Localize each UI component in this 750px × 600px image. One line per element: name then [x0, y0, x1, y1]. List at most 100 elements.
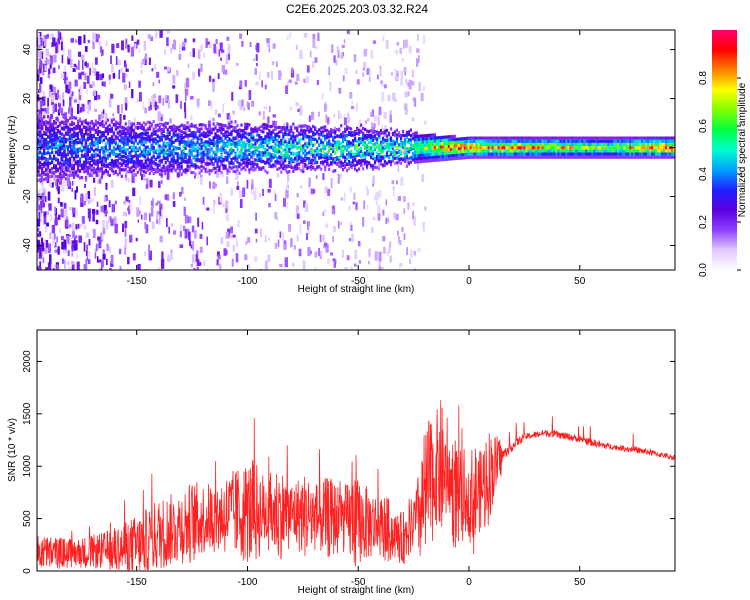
heatmap-cell — [235, 171, 239, 180]
heatmap-cell — [398, 240, 402, 246]
heatmap-cell — [94, 137, 97, 141]
heatmap-cell — [164, 66, 167, 70]
heatmap-cell — [84, 143, 87, 149]
heatmap-cell — [577, 136, 580, 140]
heatmap-cell — [76, 186, 78, 193]
heatmap-cell — [519, 155, 522, 159]
heatmap-cell — [274, 242, 278, 249]
heatmap-cell — [266, 171, 269, 175]
heatmap-cell — [194, 149, 197, 153]
heatmap-cell — [230, 142, 233, 147]
heatmap-cell — [314, 158, 317, 162]
heatmap-cell — [362, 137, 365, 141]
heatmap-cell — [445, 151, 448, 155]
heatmap-cell — [226, 126, 229, 130]
heatmap-cell — [130, 136, 133, 140]
heatmap-cell — [43, 149, 46, 153]
heatmap-cell — [61, 241, 65, 250]
heatmap-cell — [192, 143, 195, 148]
heatmap-cell — [166, 168, 169, 172]
heatmap-cell — [429, 143, 432, 147]
heatmap-cell — [214, 155, 217, 159]
heatmap-cell — [255, 212, 257, 221]
heatmap-cell — [469, 149, 472, 153]
heatmap-cell — [176, 69, 179, 76]
heatmap-cell — [299, 105, 303, 116]
heatmap-cell — [190, 144, 193, 148]
heatmap-cell — [513, 136, 516, 140]
heatmap-cell — [158, 127, 161, 131]
heatmap-cell — [477, 146, 480, 150]
heatmap-cell — [453, 137, 456, 142]
heatmap-cell — [427, 146, 430, 150]
heatmap-cell — [64, 156, 68, 160]
heatmap-cell — [525, 146, 528, 150]
heatmap-cell — [250, 145, 253, 149]
heatmap-cell — [260, 159, 263, 164]
heatmap-cell — [39, 60, 43, 69]
heatmap-cell — [346, 148, 349, 152]
heatmap-cell — [96, 121, 99, 125]
heatmap-cell — [260, 139, 263, 143]
heatmap-cell — [172, 167, 175, 171]
heatmap-cell — [192, 170, 195, 175]
heatmap-cell — [312, 38, 316, 48]
heatmap-cell — [629, 142, 632, 147]
heatmap-cell — [62, 113, 66, 119]
heatmap-cell — [50, 33, 54, 40]
heatmap-cell — [152, 167, 155, 171]
heatmap-cell — [537, 149, 540, 153]
heatmap-cell — [78, 127, 82, 131]
heatmap-cell — [210, 127, 213, 131]
heatmap-cell — [294, 164, 297, 168]
heatmap-cell — [39, 196, 42, 200]
heatmap-cell — [549, 152, 552, 156]
heatmap-cell — [126, 161, 129, 165]
heatmap-cell — [479, 142, 482, 147]
heatmap-cell — [619, 136, 622, 140]
heatmap-cell — [533, 139, 536, 143]
heatmap-cell — [429, 140, 432, 144]
heatmap-cell — [323, 242, 328, 247]
heatmap-cell — [47, 123, 51, 129]
heatmap-cell — [315, 45, 318, 50]
heatmap-cell — [222, 127, 225, 131]
heatmap-cell — [393, 130, 397, 134]
heatmap-cell — [268, 141, 271, 145]
heatmap-cell — [341, 44, 345, 49]
heatmap-cell — [214, 135, 217, 139]
heatmap-cell — [220, 145, 223, 149]
heatmap-cell — [122, 141, 125, 145]
heatmap-cell — [138, 140, 141, 144]
heatmap-cell — [330, 128, 333, 132]
heatmap-cell — [316, 79, 319, 86]
heatmap-cell — [225, 231, 229, 239]
heatmap-cell — [182, 145, 185, 149]
heatmap-cell — [569, 155, 572, 159]
heatmap-cell — [378, 190, 382, 198]
heatmap-cell — [59, 94, 62, 104]
heatmap-cell — [119, 68, 123, 73]
heatmap-cell — [152, 150, 155, 154]
heatmap-cell — [509, 152, 512, 156]
heatmap-cell — [399, 136, 403, 140]
heatmap-cell — [88, 166, 91, 170]
heatmap-cell — [567, 136, 570, 140]
heatmap-cell — [83, 82, 87, 89]
heatmap-cell — [465, 155, 468, 160]
heatmap-cell — [112, 161, 115, 165]
heatmap-cell — [535, 136, 538, 140]
heatmap-cell — [555, 152, 558, 156]
heatmap-cell — [521, 142, 524, 147]
heatmap-cell — [314, 168, 317, 172]
heatmap-cell — [122, 211, 125, 216]
heatmap-cell — [288, 149, 291, 153]
heatmap-cell — [395, 146, 399, 150]
heatmap-cell — [60, 73, 65, 79]
heatmap-cell — [507, 146, 510, 150]
heatmap-cell — [573, 142, 576, 147]
heatmap-cell — [140, 150, 143, 154]
heatmap-cell — [210, 139, 213, 143]
heatmap-cell — [591, 139, 594, 143]
heatmap-cell — [318, 148, 321, 153]
